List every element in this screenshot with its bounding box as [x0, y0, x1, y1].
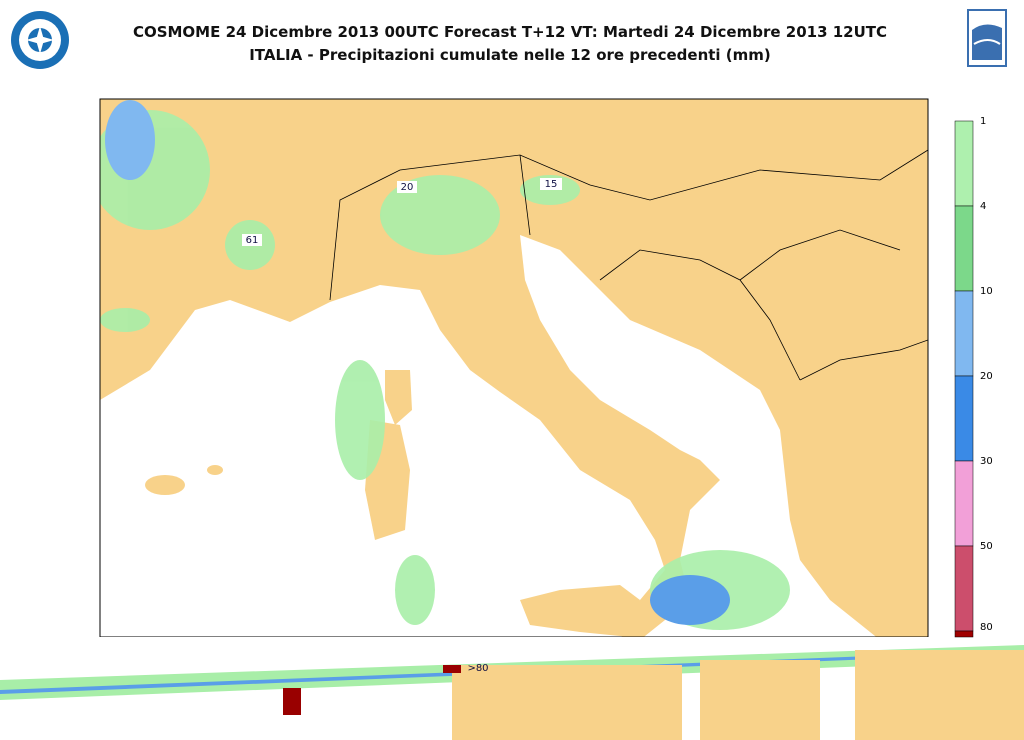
map-value: 61 — [246, 235, 259, 246]
legend-label: 30 — [980, 456, 993, 467]
legend-label: 10 — [980, 286, 993, 297]
logo-right — [967, 9, 1007, 67]
logo-left — [11, 11, 69, 69]
legend-label: 80 — [980, 622, 993, 633]
subtitle: ITALIA - Precipitazioni cumulate nelle 1… — [249, 46, 771, 64]
map-label: 61 20 15 — [242, 178, 562, 246]
map: 61 20 15 — [99, 98, 929, 638]
map-value: >80 — [467, 663, 488, 674]
map-value: 15 — [545, 179, 558, 190]
legend-label: 4 — [980, 201, 986, 212]
map-value: 20 — [401, 182, 414, 193]
legend: 1 4 10 20 30 50 80 — [954, 116, 993, 638]
legend-label: 20 — [980, 371, 993, 382]
render-glitch: >80 — [0, 637, 1024, 740]
legend-label: 50 — [980, 541, 993, 552]
legend-label: 1 — [980, 116, 986, 127]
title: COSMOME 24 Dicembre 2013 00UTC Forecast … — [133, 23, 887, 41]
